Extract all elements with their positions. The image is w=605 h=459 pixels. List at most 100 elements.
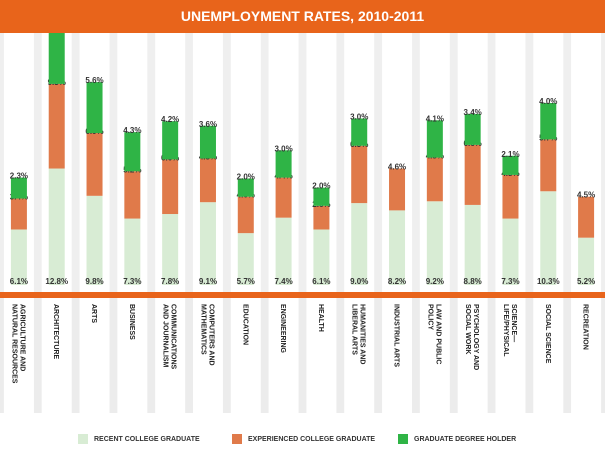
value-label-recent-3: 7.3% — [123, 277, 141, 286]
bar-graduate-11 — [427, 120, 443, 157]
legend-swatch-experienced — [232, 434, 242, 444]
bar-experienced-4 — [162, 159, 178, 214]
value-label-recent-1: 12.8% — [45, 277, 68, 286]
plot-area: 6.1%3.4%2.3%12.8%9.3%6.9%9.8%6.9%5.6%7.3… — [0, 33, 605, 292]
value-label-graduate-5: 3.6% — [199, 120, 217, 129]
legend-label-experienced: EXPERIENCED COLLEGE GRADUATE — [248, 436, 375, 443]
category-label-8: HEALTH — [317, 304, 324, 332]
bar-experienced-14 — [540, 139, 556, 191]
category-label-7: ENGINEERING — [279, 304, 286, 354]
value-label-graduate-11: 4.1% — [426, 114, 444, 123]
category-label-line: NATURAL RESOURCES — [10, 304, 17, 384]
category-label-line: HEALTH — [317, 304, 324, 332]
value-label-graduate-2: 5.6% — [85, 76, 103, 85]
bar-experienced-10 — [389, 169, 405, 211]
value-label-graduate-3: 4.3% — [123, 126, 141, 135]
category-label-line: ARTS — [90, 304, 97, 323]
bar-recent-9 — [351, 203, 367, 285]
value-label-recent-8: 6.1% — [312, 277, 330, 286]
category-label-3: BUSINESS — [128, 304, 135, 340]
category-label-line: SCIENCE— — [510, 304, 517, 342]
value-label-graduate-6: 2.0% — [237, 173, 255, 182]
bar-experienced-11 — [427, 158, 443, 202]
value-label-graduate-7: 3.0% — [274, 144, 292, 153]
value-label-recent-10: 8.2% — [388, 277, 406, 286]
bar-experienced-15 — [578, 197, 594, 238]
category-label-line: POLICY — [426, 304, 433, 330]
bar-graduate-9 — [351, 118, 367, 145]
bar-recent-1 — [49, 169, 65, 285]
bar-recent-12 — [465, 205, 481, 285]
bar-experienced-12 — [465, 145, 481, 205]
category-label-line: SOCIAL WORK — [464, 304, 471, 354]
category-label-line: RECREATION — [582, 304, 589, 350]
bar-graduate-1 — [49, 33, 65, 84]
bar-recent-4 — [162, 214, 178, 285]
bar-graduate-4 — [162, 121, 178, 159]
bar-recent-13 — [502, 219, 518, 285]
value-label-recent-7: 7.4% — [274, 277, 292, 286]
value-label-graduate-14: 4.0% — [539, 97, 557, 106]
bar-graduate-14 — [540, 103, 556, 139]
bar-recent-2 — [87, 196, 103, 285]
category-label-14: SOCIAL SCIENCE — [544, 304, 551, 364]
value-label-recent-15: 5.2% — [577, 277, 595, 286]
bar-experienced-5 — [200, 159, 216, 203]
category-label-line: ARCHITECTURE — [52, 304, 59, 360]
category-label-line: LIFE/PHYSICAL — [502, 304, 509, 357]
category-label-line: EDUCATION — [241, 304, 248, 345]
bar-experienced-6 — [238, 197, 254, 233]
bar-recent-14 — [540, 191, 556, 285]
bar-experienced-0 — [11, 199, 27, 230]
legend-swatch-recent — [78, 434, 88, 444]
category-label-area: AGRICULTURE AND NATURAL RESOURCES ARCHITEC… — [0, 298, 605, 413]
bar-experienced-1 — [49, 84, 65, 169]
legend-swatch-graduate — [398, 434, 408, 444]
value-label-graduate-4: 4.2% — [161, 115, 179, 124]
bar-graduate-5 — [200, 126, 216, 159]
legend-item-experienced: EXPERIENCED COLLEGE GRADUATE — [232, 434, 375, 444]
value-label-recent-2: 9.8% — [85, 277, 103, 286]
category-label-line: COMPUTERS AND — [207, 304, 214, 366]
value-label-recent-13: 7.3% — [501, 277, 519, 286]
category-label-line: SOCIAL SCIENCE — [544, 304, 551, 364]
category-label-line: BUSINESS — [128, 304, 135, 340]
value-label-recent-9: 9.0% — [350, 277, 368, 286]
bar-recent-10 — [389, 210, 405, 285]
bar-recent-11 — [427, 201, 443, 285]
bar-graduate-3 — [124, 132, 140, 171]
legend-label-recent: RECENT COLLEGE GRADUATE — [94, 436, 200, 443]
category-label-line: COMMUNICATIONS — [170, 304, 177, 370]
legend: RECENT COLLEGE GRADUATE EXPERIENCED COLL… — [0, 428, 605, 452]
bar-experienced-8 — [313, 206, 329, 230]
category-label-6: EDUCATION — [241, 304, 248, 345]
value-label-experienced-10: 4.6% — [388, 163, 406, 172]
category-label-line: AGRICULTURE AND — [18, 304, 25, 371]
bar-recent-5 — [200, 202, 216, 285]
category-label-line: LAW AND PUBLIC — [434, 304, 441, 364]
value-label-graduate-12: 3.4% — [464, 108, 482, 117]
category-label-line: AND JOURNALISM — [162, 304, 169, 368]
category-label-line: ENGINEERING — [279, 304, 286, 354]
bar-experienced-2 — [87, 133, 103, 196]
bar-recent-7 — [276, 218, 292, 285]
value-label-graduate-13: 2.1% — [501, 150, 519, 159]
value-label-recent-4: 7.8% — [161, 277, 179, 286]
category-label-line: PSYCHOLOGY AND — [472, 304, 479, 370]
value-label-graduate-0: 2.3% — [10, 172, 28, 181]
bar-graduate-2 — [87, 82, 103, 133]
bar-experienced-7 — [276, 178, 292, 218]
bar-experienced-9 — [351, 146, 367, 203]
bar-graduate-12 — [465, 114, 481, 145]
legend-item-recent: RECENT COLLEGE GRADUATE — [78, 434, 200, 444]
category-label-1: ARCHITECTURE — [52, 304, 59, 360]
value-label-graduate-9: 3.0% — [350, 112, 368, 121]
bars-svg: 6.1%3.4%2.3%12.8%9.3%6.9%9.8%6.9%5.6%7.3… — [0, 33, 605, 292]
category-label-10: INDUSTRIAL ARTS — [393, 304, 400, 367]
value-label-recent-5: 9.1% — [199, 277, 217, 286]
bar-graduate-0 — [11, 178, 27, 199]
category-label-line: LIBERAL ARTS — [351, 304, 358, 355]
category-label-line: INDUSTRIAL ARTS — [393, 304, 400, 367]
